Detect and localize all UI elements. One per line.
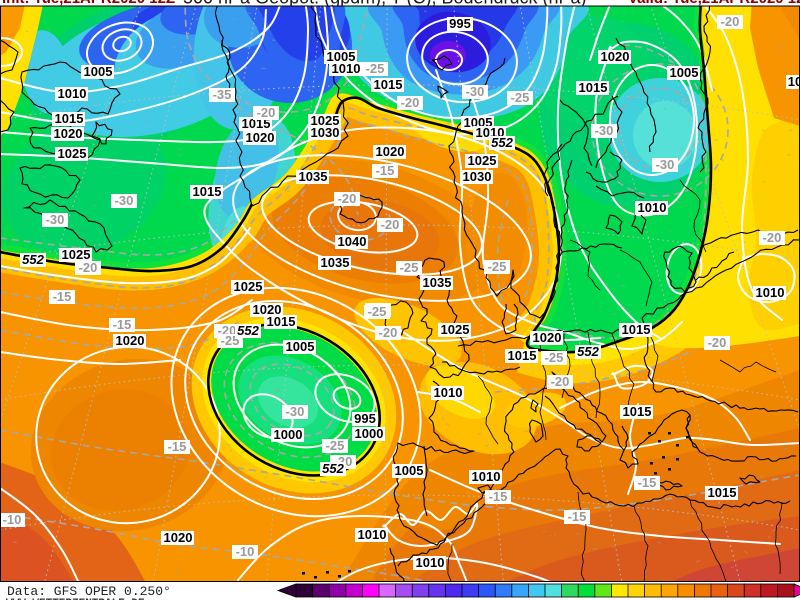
svg-text:-20: -20 [708,335,727,350]
svg-text:1025: 1025 [234,279,263,294]
svg-text:1000: 1000 [355,426,384,441]
svg-text:-20: -20 [379,325,398,340]
svg-text:1005: 1005 [327,49,356,64]
svg-text:-30: -30 [466,84,485,99]
svg-text:1015: 1015 [579,80,608,95]
svg-text:1020: 1020 [601,49,630,64]
svg-text:1025: 1025 [58,146,87,161]
svg-text:Valid: Tue,21APR2020 12Z: Valid: Tue,21APR2020 12Z [628,0,800,7]
svg-text:-30: -30 [46,212,65,227]
svg-text:995: 995 [449,16,471,31]
svg-text:1010: 1010 [416,555,445,570]
svg-text:1015: 1015 [267,314,296,329]
svg-text:1010: 1010 [434,385,463,400]
svg-text:-10: -10 [3,512,22,527]
svg-text:1040: 1040 [338,234,367,249]
svg-text:1030: 1030 [311,125,340,140]
svg-text:1010: 1010 [472,469,501,484]
svg-text:-20: -20 [381,217,400,232]
svg-text:-25: -25 [545,350,564,365]
svg-text:552: 552 [322,461,344,476]
svg-text:1015: 1015 [193,184,222,199]
svg-text:1010: 1010 [358,527,387,542]
svg-text:1030: 1030 [463,169,492,184]
svg-text:552: 552 [491,135,513,150]
svg-text:1005: 1005 [670,65,699,80]
svg-text:1015: 1015 [623,404,652,419]
svg-text:-15: -15 [489,489,508,504]
svg-text:-25: -25 [488,259,507,274]
svg-text:1025: 1025 [62,247,91,262]
svg-text:1020: 1020 [246,130,275,145]
svg-text:1015: 1015 [708,485,737,500]
svg-text:1020: 1020 [164,530,193,545]
svg-text:1025: 1025 [441,322,470,337]
svg-text:1035: 1035 [423,275,452,290]
svg-text:1005: 1005 [286,339,315,354]
svg-text:1035: 1035 [321,255,350,270]
svg-text:-15: -15 [568,509,587,524]
svg-text:1020: 1020 [533,330,562,345]
svg-text:1025: 1025 [468,153,497,168]
svg-text:1015: 1015 [622,322,651,337]
svg-text:1010: 1010 [638,200,667,215]
svg-text:-25: -25 [368,304,387,319]
svg-text:-15: -15 [113,317,132,332]
svg-text:552: 552 [577,344,599,359]
svg-text:995: 995 [354,411,376,426]
svg-text:1020: 1020 [376,144,405,159]
svg-text:-25: -25 [400,260,419,275]
svg-text:-35: -35 [213,87,232,102]
svg-text:10: 10 [788,74,800,89]
svg-text:1010: 1010 [332,61,361,76]
svg-text:-20: -20 [79,260,98,275]
svg-text:-30: -30 [286,404,305,419]
svg-text:-30: -30 [115,193,134,208]
svg-text:1015: 1015 [55,111,84,126]
svg-text:-25: -25 [221,333,240,348]
svg-text:1035: 1035 [299,169,328,184]
svg-text:-25: -25 [511,90,530,105]
svg-text:-10: -10 [236,544,255,559]
svg-text:1020: 1020 [54,126,83,141]
svg-text:1020: 1020 [116,333,145,348]
svg-text:-25: -25 [326,438,345,453]
svg-text:1015: 1015 [374,77,403,92]
svg-text:1000: 1000 [274,427,303,442]
svg-text:-15: -15 [168,439,187,454]
svg-text:-20: -20 [257,105,276,120]
svg-text:1015: 1015 [508,348,537,363]
svg-text:500 hPa Geopot. (gpdm), T (C),: 500 hPa Geopot. (gpdm), T (C), Bodendruc… [183,0,587,8]
svg-text:1005: 1005 [84,64,113,79]
svg-text:-20: -20 [401,95,420,110]
svg-text:-30: -30 [595,123,614,138]
svg-text:-15: -15 [53,289,72,304]
svg-text:552: 552 [237,323,259,338]
svg-text:552: 552 [22,252,44,267]
svg-text:-30: -30 [656,157,675,172]
svg-text:1010: 1010 [756,285,785,300]
svg-text:1005: 1005 [395,463,424,478]
svg-text:-20: -20 [721,14,740,29]
svg-text:1010: 1010 [58,86,87,101]
svg-text:-20: -20 [338,191,357,206]
svg-text:Init: Tue,21APR2020 12Z: Init: Tue,21APR2020 12Z [2,0,175,7]
svg-text:-15: -15 [638,475,657,490]
svg-text:Data: GFS OPER 0.250°: Data: GFS OPER 0.250° [7,584,171,599]
svg-text:WWW.WETTERZENTRALE.DE: WWW.WETTERZENTRALE.DE [6,598,145,600]
svg-text:-25: -25 [366,61,385,76]
svg-text:1025: 1025 [311,113,340,128]
svg-text:-20: -20 [763,230,782,245]
svg-text:-15: -15 [376,163,395,178]
svg-text:1020: 1020 [253,302,282,317]
svg-text:-20: -20 [551,374,570,389]
